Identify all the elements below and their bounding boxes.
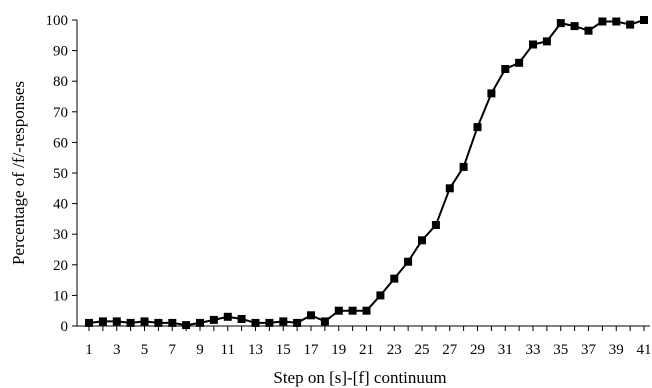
data-point — [445, 184, 454, 193]
data-point — [529, 40, 537, 49]
x-tick-label: 23 — [387, 342, 402, 358]
data-point — [584, 26, 593, 35]
data-point — [293, 318, 302, 327]
data-point — [182, 321, 191, 330]
x-tick-label: 41 — [637, 342, 652, 358]
data-point — [640, 16, 648, 24]
x-tick-label: 37 — [581, 342, 597, 358]
x-tick-label: 7 — [169, 342, 177, 358]
x-tick-label: 11 — [221, 342, 235, 358]
data-point — [112, 317, 121, 326]
data-point — [237, 315, 246, 323]
x-axis-title: Step on [s]-[f] continuum — [273, 368, 446, 387]
data-point — [334, 306, 343, 315]
x-ticks: 1 3 5 7 9 11 13 15 17 19 21 23 25 27 29 31 33 35 37 39 41 — [85, 326, 652, 358]
x-tick-label: 21 — [359, 342, 374, 358]
data-point — [542, 37, 551, 46]
data-point — [154, 318, 163, 327]
data-point — [140, 317, 149, 326]
data-point — [251, 318, 260, 327]
y-tick-label: 40 — [53, 197, 68, 213]
data-point — [209, 315, 218, 324]
data-point — [307, 311, 315, 320]
x-tick-label: 1 — [85, 342, 93, 358]
data-point — [279, 317, 288, 326]
data-point — [223, 312, 232, 321]
data-point — [85, 318, 93, 327]
x-tick-label: 15 — [276, 342, 291, 358]
data-point — [501, 65, 510, 73]
y-tick-label: 30 — [53, 227, 68, 243]
data-point — [196, 318, 204, 327]
x-tick-label: 25 — [415, 342, 430, 358]
x-tick-label: 39 — [609, 342, 624, 358]
y-tick-label: 60 — [53, 135, 68, 151]
series-line — [88, 19, 645, 327]
data-point — [376, 291, 385, 300]
data-point — [168, 318, 177, 327]
x-tick-label: 31 — [498, 342, 513, 358]
x-tick-label: 35 — [553, 342, 568, 358]
y-tick-label: 0 — [61, 319, 69, 335]
data-point — [404, 257, 413, 266]
y-tick-label: 70 — [53, 105, 68, 121]
data-point — [487, 89, 496, 98]
x-tick-label: 3 — [113, 342, 121, 358]
x-tick-label: 17 — [304, 342, 320, 358]
y-axis-title: Percentage of /f/-responses — [9, 81, 28, 265]
data-point — [390, 274, 399, 283]
x-tick-label: 9 — [196, 342, 204, 358]
y-axis: 0 10 20 30 40 50 60 70 80 90 100 — [46, 13, 78, 335]
data-point — [459, 162, 468, 171]
y-tick-label: 80 — [53, 74, 68, 90]
y-tick-label: 90 — [53, 44, 68, 60]
data-point — [570, 22, 579, 31]
y-ticks: 0 10 20 30 40 50 60 70 80 90 100 — [46, 13, 77, 335]
data-point — [598, 17, 607, 26]
data-point — [362, 306, 371, 315]
data-point — [515, 58, 524, 67]
data-point — [98, 317, 107, 326]
y-tick-label: 100 — [46, 13, 69, 29]
x-tick-label: 5 — [141, 342, 149, 358]
data-point — [418, 236, 426, 245]
x-tick-label: 19 — [331, 342, 346, 358]
x-tick-label: 27 — [442, 342, 458, 358]
data-point — [473, 123, 482, 132]
data-point — [320, 317, 329, 326]
data-point — [626, 20, 635, 29]
y-tick-label: 10 — [53, 288, 68, 304]
data-point — [612, 17, 621, 26]
x-tick-label: 33 — [526, 342, 541, 358]
data-point — [348, 306, 357, 315]
y-tick-label: 50 — [53, 166, 68, 182]
data-point — [431, 221, 440, 229]
x-axis: 1 3 5 7 9 11 13 15 17 19 21 23 25 27 29 31 33 35 37 39 41 — [77, 325, 652, 358]
data-point — [265, 318, 274, 327]
data-point — [556, 19, 565, 28]
y-tick-label: 20 — [53, 258, 68, 274]
data-point — [126, 318, 135, 327]
x-tick-label: 29 — [470, 342, 485, 358]
x-tick-label: 13 — [248, 342, 263, 358]
data-series — [85, 16, 648, 330]
